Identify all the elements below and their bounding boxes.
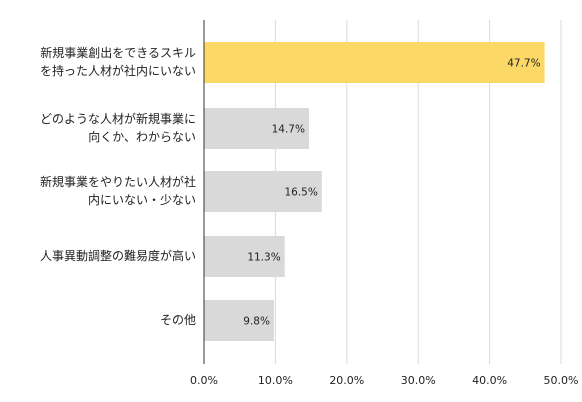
category-label-line: 人事異動調整の難易度が高い (40, 248, 196, 263)
x-tick-label: 50.0% (544, 374, 579, 387)
category-label-line: 新規事業創出をできるスキル (40, 45, 196, 60)
data-label: 11.3% (247, 252, 280, 264)
category-label-line: 向くか、わからない (88, 129, 196, 144)
category-label: 新規事業創出をできるスキルを持った人材が社内にいない (40, 45, 196, 78)
bar (204, 300, 274, 341)
category-label-line: 内にいない・少ない (88, 193, 196, 207)
data-label: 47.7% (507, 58, 540, 70)
bars: 47.7% 14.7% 16.5% 11.3% 9.8% (204, 42, 545, 341)
category-label: 新規事業をやりたい人材が社内にいない・少ない (40, 174, 196, 207)
x-tick-labels: 0.0% 10.0% 20.0% 30.0% 40.0% 50.0% (190, 374, 578, 387)
x-tick-label: 10.0% (258, 374, 293, 387)
bar (204, 108, 309, 149)
data-label: 9.8% (243, 316, 270, 328)
data-label: 14.7% (272, 124, 305, 136)
x-tick-label: 40.0% (472, 374, 507, 387)
category-labels: 新規事業創出をできるスキルを持った人材が社内にいないどのような人材が新規事業に向… (40, 45, 196, 327)
category-label-line: その他 (160, 313, 196, 327)
category-label: どのような人材が新規事業に向くか、わからない (40, 111, 196, 144)
category-label: 人事異動調整の難易度が高い (40, 248, 196, 263)
x-tick-label: 30.0% (401, 374, 436, 387)
category-label-line: を持った人材が社内にいない (40, 63, 196, 78)
category-label-line: 新規事業をやりたい人材が社 (40, 174, 196, 189)
bar (204, 236, 285, 277)
x-tick-label: 0.0% (190, 374, 218, 387)
data-label: 16.5% (284, 187, 317, 199)
category-label: その他 (160, 313, 196, 327)
category-label-line: どのような人材が新規事業に (40, 111, 196, 126)
x-tick-label: 20.0% (329, 374, 364, 387)
bar (204, 171, 322, 212)
bar (204, 42, 545, 83)
